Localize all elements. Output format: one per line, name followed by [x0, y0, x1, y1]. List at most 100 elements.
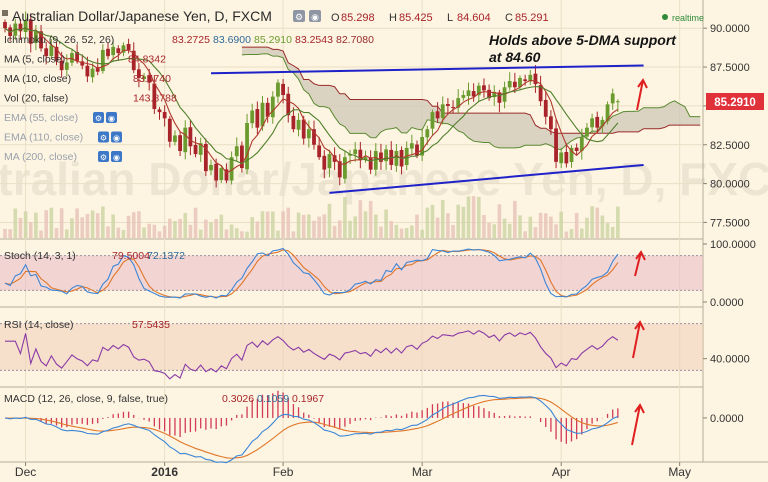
- candle-body: [80, 61, 85, 66]
- arrow-head: [635, 250, 646, 261]
- volume-bar: [348, 220, 352, 238]
- macd-line: [4, 394, 619, 464]
- candle-body: [44, 48, 49, 57]
- volume-bar: [538, 212, 543, 238]
- candle-body: [327, 154, 332, 169]
- volume-bar: [111, 214, 115, 238]
- indicator-settings-button[interactable]: [98, 131, 109, 143]
- indicator-hide-button[interactable]: [106, 112, 117, 123]
- volume-bar: [404, 228, 409, 238]
- candle-body: [270, 96, 275, 118]
- macd-panel: 0.0000: [4, 390, 744, 464]
- candle-body: [368, 157, 373, 170]
- ohlc-value: 85.291: [515, 12, 549, 24]
- candle-body: [291, 115, 296, 130]
- stoch-k-line: [4, 247, 619, 299]
- candle-body: [332, 155, 337, 162]
- candle-body: [85, 65, 90, 77]
- candle-body: [533, 73, 538, 85]
- indicator-label: Vol (20, false): [4, 93, 68, 105]
- volume-bar: [296, 212, 301, 238]
- candle-body: [162, 111, 167, 119]
- indicator-value: 83.6900: [213, 34, 251, 46]
- gear-icon: ⚙: [295, 12, 303, 22]
- volume-bar: [70, 218, 74, 238]
- candle-body: [203, 143, 208, 172]
- volume-bar: [569, 228, 574, 238]
- candle-body: [610, 93, 615, 104]
- indicator-settings-button[interactable]: [98, 151, 109, 162]
- time-tick-label: Dec: [15, 465, 36, 479]
- candle-body: [337, 161, 342, 178]
- stoch-panel: 100.0000 0.0000: [0, 239, 756, 309]
- candle-body: [245, 123, 249, 170]
- moving-averages: [4, 27, 619, 174]
- volume-bar: [374, 214, 378, 238]
- volume-bar: [271, 211, 275, 238]
- ohlc-key: H: [389, 12, 397, 24]
- volume-bar: [49, 207, 54, 238]
- candle-body: [497, 92, 502, 103]
- volume-bar: [497, 204, 502, 238]
- trendlines: [210, 64, 644, 194]
- candle-body: [28, 19, 33, 44]
- volume-bars: [3, 196, 620, 238]
- candle-body: [379, 152, 383, 162]
- realtime-label: realtime: [672, 13, 704, 23]
- header-hide-button[interactable]: [309, 10, 321, 22]
- volume-bar: [379, 226, 383, 238]
- volume-bar: [384, 209, 388, 238]
- arrow-head: [637, 78, 648, 89]
- indicator-value: 85.2910: [254, 34, 292, 46]
- indicator-settings-button[interactable]: [93, 112, 104, 123]
- indicator-value: 83.2725: [172, 34, 210, 46]
- candle-body: [605, 104, 610, 122]
- indicator-hide-button[interactable]: [111, 151, 122, 162]
- volume-bar: [477, 196, 481, 238]
- candle-body: [394, 150, 399, 166]
- volume-bar: [564, 231, 569, 238]
- volume-bar: [590, 206, 594, 238]
- trendline-lower: [329, 163, 644, 194]
- candle-body: [523, 79, 528, 82]
- candle-body: [250, 110, 255, 124]
- candle-body: [116, 48, 121, 54]
- candle-body: [446, 103, 450, 106]
- candle-body: [90, 68, 95, 78]
- volume-bar: [193, 207, 198, 238]
- candle-body: [492, 91, 497, 98]
- gear-icon: ⚙: [100, 134, 107, 143]
- time-tick-label: Feb: [273, 465, 294, 479]
- header-menu-icon[interactable]: [2, 10, 8, 16]
- volume-bar: [327, 203, 332, 238]
- arrow-shaft: [631, 404, 641, 446]
- candle-body: [615, 101, 620, 103]
- candle-body: [3, 21, 7, 29]
- header-settings-button[interactable]: [293, 10, 305, 22]
- last-price-box: [706, 93, 764, 110]
- volume-bar: [446, 213, 450, 238]
- volume-bar: [507, 223, 512, 238]
- volume-bar: [610, 226, 615, 238]
- panel-band: [0, 323, 703, 371]
- volume-bar: [28, 222, 33, 238]
- macd-signal-line: [4, 397, 619, 459]
- chart-title: Australian Dollar/Japanese Yen, D, FXCM: [12, 8, 272, 24]
- annotation-line-2: at 84.60: [489, 49, 541, 65]
- oscillator-value: 79.5004: [112, 250, 150, 262]
- time-tick-label: Mar: [412, 465, 433, 479]
- volume-bar: [410, 225, 414, 238]
- volume-bar: [343, 197, 347, 238]
- arrow-head: [634, 320, 645, 331]
- volume-bar: [528, 216, 533, 238]
- candle-body: [430, 112, 435, 129]
- indicator-label: EMA (55, close): [4, 112, 78, 124]
- volume-bar: [59, 208, 64, 238]
- volume-bar: [312, 220, 316, 238]
- indicator-hide-button[interactable]: [111, 131, 122, 143]
- volume-bar: [255, 221, 260, 238]
- volume-bar: [162, 225, 167, 238]
- volume-bar: [204, 219, 208, 238]
- volume-bar: [250, 217, 254, 238]
